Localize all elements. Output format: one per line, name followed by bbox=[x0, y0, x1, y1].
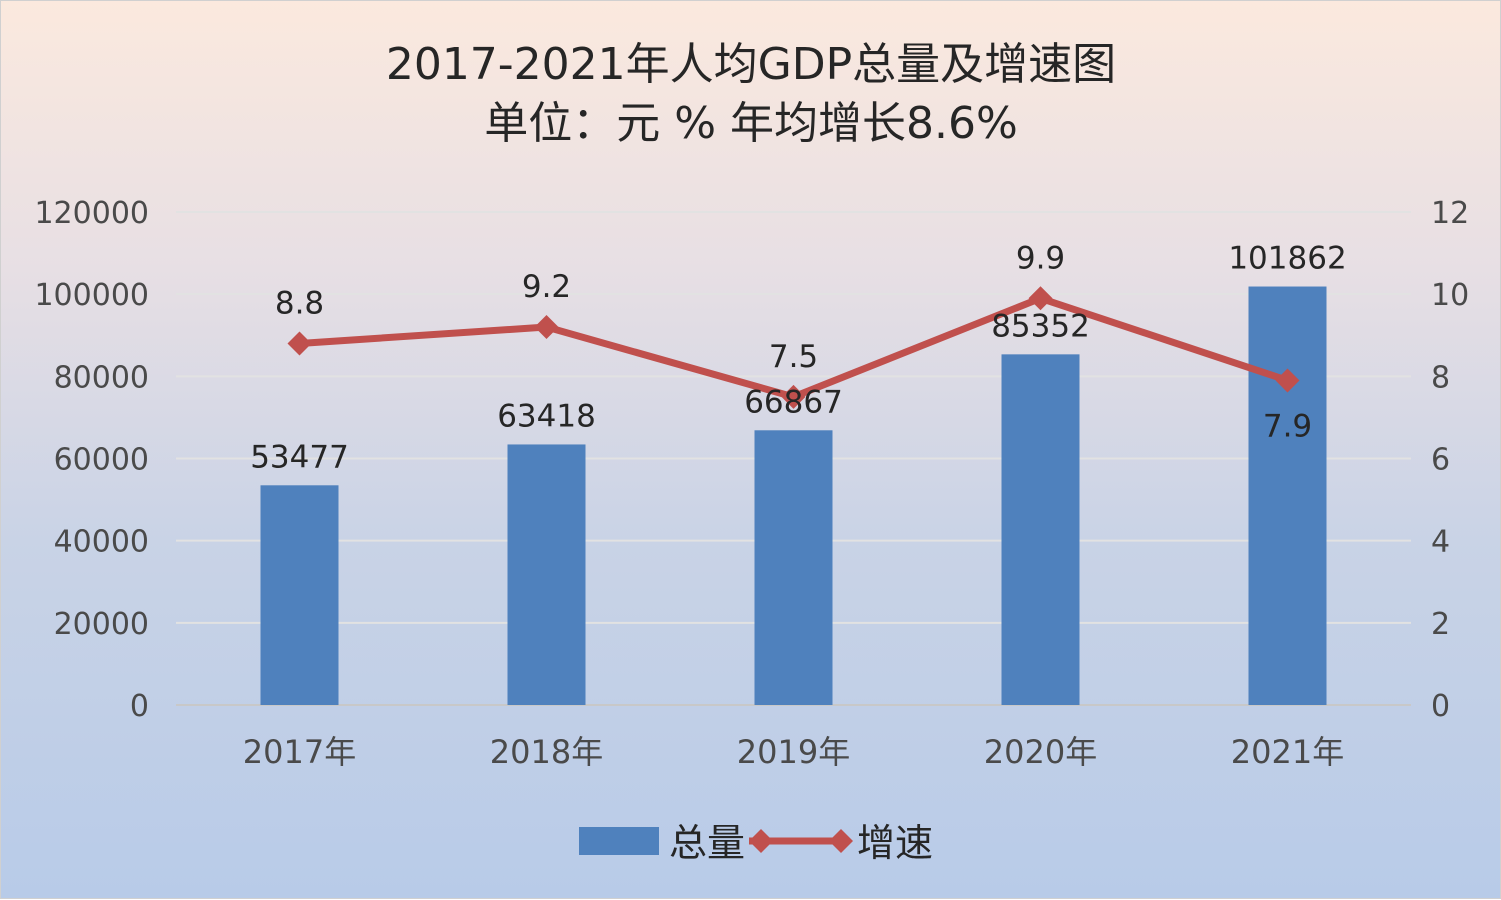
y-axis-left: 0 20000 40000 60000 80000 100000 120000 bbox=[34, 196, 149, 724]
chart-subtitle: 单位：元 % 年均增长8.6% bbox=[484, 98, 1018, 149]
line-point bbox=[1028, 286, 1053, 311]
bar-data-label: 85352 bbox=[991, 308, 1090, 344]
y-right-tick-label: 2 bbox=[1431, 607, 1450, 642]
line-data-label: 7.5 bbox=[769, 339, 818, 375]
line-data-label: 7.9 bbox=[1263, 408, 1312, 444]
y-right-tick-label: 12 bbox=[1431, 196, 1469, 231]
x-tick-label: 2020年 bbox=[984, 733, 1097, 771]
legend-swatch-bar bbox=[579, 827, 659, 855]
line-data-label: 8.8 bbox=[275, 285, 324, 321]
bar bbox=[754, 430, 833, 705]
x-tick-label: 2017年 bbox=[243, 733, 356, 771]
bar bbox=[1248, 286, 1327, 705]
legend: 总量 增速 bbox=[579, 821, 933, 865]
x-tick-label: 2019年 bbox=[737, 733, 850, 771]
x-tick-label: 2021年 bbox=[1231, 733, 1344, 771]
y-left-tick-label: 40000 bbox=[54, 525, 149, 560]
y-right-tick-label: 8 bbox=[1431, 360, 1450, 395]
x-axis: 2017年 2018年 2019年 2020年 2021年 bbox=[243, 733, 1344, 771]
bar bbox=[507, 444, 586, 705]
y-left-tick-label: 120000 bbox=[34, 196, 149, 231]
bar-data-label: 63418 bbox=[497, 398, 596, 434]
legend-label-line: 增速 bbox=[857, 821, 933, 865]
y-left-tick-label: 100000 bbox=[34, 278, 149, 313]
bar-data-label: 53477 bbox=[250, 439, 349, 475]
y-left-tick-label: 80000 bbox=[54, 360, 149, 395]
line-point bbox=[534, 315, 559, 340]
line-point bbox=[781, 384, 806, 409]
line-data-label: 9.2 bbox=[522, 269, 571, 305]
y-right-tick-label: 0 bbox=[1431, 689, 1450, 724]
y-left-tick-label: 0 bbox=[130, 689, 149, 724]
bar bbox=[1001, 354, 1080, 705]
x-tick-label: 2018年 bbox=[490, 733, 603, 771]
bar-data-label: 66867 bbox=[744, 384, 843, 420]
bar bbox=[260, 485, 339, 705]
y-right-tick-label: 6 bbox=[1431, 443, 1450, 478]
line-series bbox=[287, 286, 1300, 409]
legend-marker-right bbox=[829, 829, 853, 853]
bar-series bbox=[260, 286, 1327, 705]
line-data-label: 9.9 bbox=[1016, 240, 1065, 276]
y-left-tick-label: 60000 bbox=[54, 443, 149, 478]
chart-title: 2017-2021年人均GDP总量及增速图 bbox=[386, 39, 1116, 90]
line-point bbox=[287, 331, 312, 356]
bar-data-label: 101862 bbox=[1228, 241, 1346, 277]
legend-marker-left bbox=[749, 829, 773, 853]
y-right-tick-label: 4 bbox=[1431, 525, 1450, 560]
legend-label-bar: 总量 bbox=[669, 821, 745, 865]
y-right-tick-label: 10 bbox=[1431, 278, 1469, 313]
line-point bbox=[1275, 368, 1300, 393]
y-axis-right: 0 2 4 6 8 10 12 bbox=[1431, 196, 1469, 724]
data-labels: 53477 63418 66867 85352 101862 8.8 9.2 7.5 9.9 7.… bbox=[250, 240, 1346, 475]
y-left-tick-label: 20000 bbox=[54, 607, 149, 642]
